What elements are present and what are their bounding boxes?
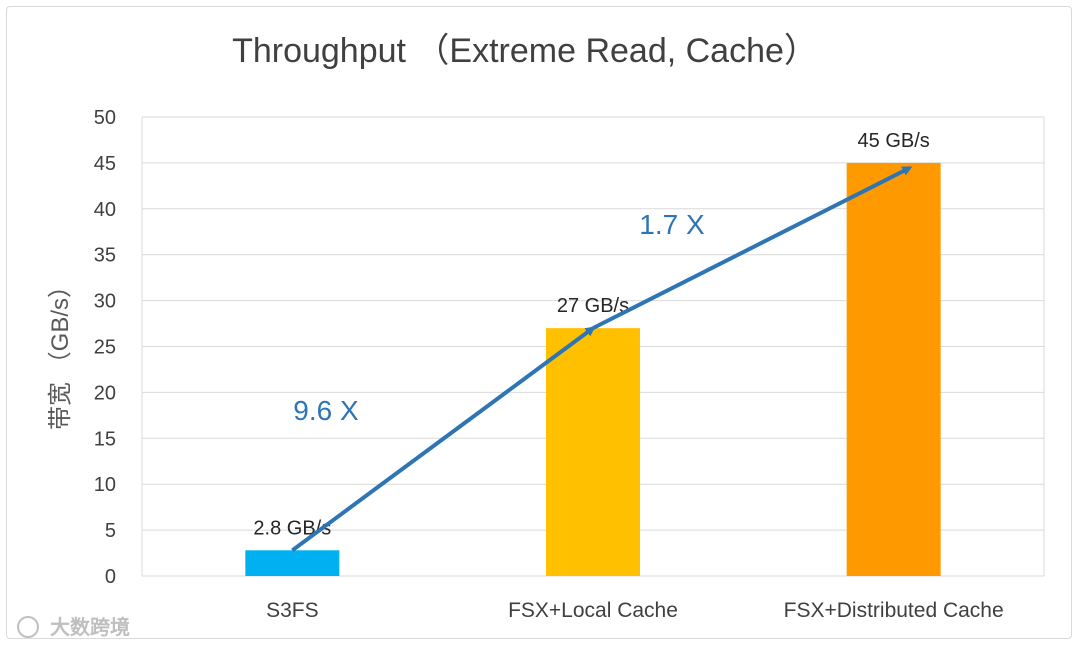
x-axis-categories: S3FS FSX+Local Cache FSX+Distributed Cache <box>266 599 1004 622</box>
y-tick-label: 50 <box>94 107 116 129</box>
watermark: 大数跨境 <box>17 615 130 639</box>
y-tick-label: 25 <box>94 337 116 359</box>
growth-arrow-0 <box>291 326 596 552</box>
y-tick-label: 10 <box>94 474 116 496</box>
bars <box>245 162 941 576</box>
x-category-label-2: FSX+Distributed Cache <box>784 599 1004 622</box>
y-tick-label: 30 <box>94 291 116 313</box>
y-tick-label: 20 <box>94 382 116 404</box>
y-tick-label: 45 <box>94 153 116 175</box>
watermark-logo-icon <box>17 616 39 638</box>
bar-2 <box>846 162 941 576</box>
chart-frame <box>6 6 1072 639</box>
growth-arrow-1 <box>592 166 913 330</box>
y-tick-label: 15 <box>94 428 116 450</box>
bar-0 <box>245 550 340 576</box>
watermark-text: 大数跨境 <box>50 615 130 639</box>
y-tick-label: 5 <box>105 520 116 542</box>
y-tick-label: 0 <box>105 566 116 588</box>
x-category-label-1: FSX+Local Cache <box>508 599 678 622</box>
annotation-1-7x: 1.7 X <box>639 209 705 240</box>
data-labels: 2.8 GB/s27 GB/s45 GB/s <box>253 130 929 539</box>
y-axis-label: 带宽 （GB/s） <box>47 274 74 430</box>
y-tick-label: 40 <box>94 199 116 221</box>
growth-arrows <box>291 166 913 552</box>
bar-1 <box>546 328 640 576</box>
data-label-1: 27 GB/s <box>557 295 629 317</box>
x-category-label-0: S3FS <box>266 599 319 622</box>
chart-title: Throughput （Extreme Read, Cache） <box>232 32 818 70</box>
y-tick-label: 35 <box>94 245 116 267</box>
data-label-2: 45 GB/s <box>858 130 930 152</box>
y-axis-ticks: 0 5 10 15 20 25 30 35 40 45 50 <box>94 107 116 588</box>
annotation-9-6x: 9.6 X <box>293 395 359 426</box>
